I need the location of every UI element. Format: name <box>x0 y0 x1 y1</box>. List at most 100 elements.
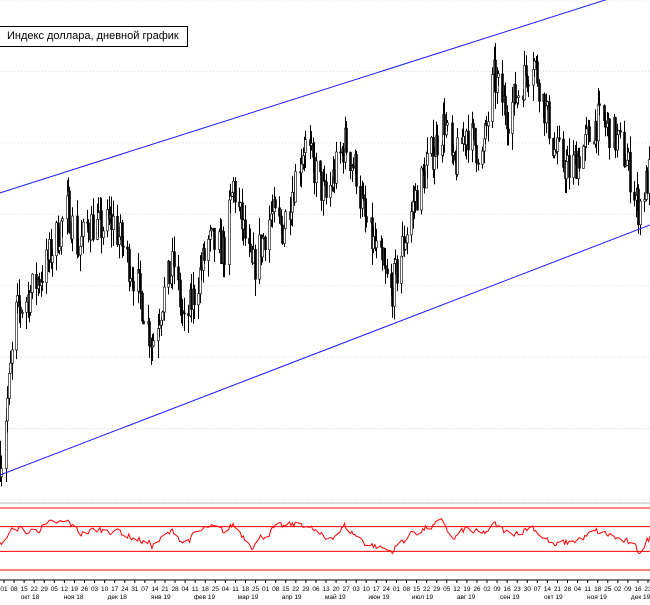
x-tick-label: 01 <box>262 586 270 593</box>
x-month-label: ноя 19 <box>587 594 607 600</box>
candle-body <box>508 129 510 133</box>
x-tick-label: 08 <box>10 586 18 593</box>
candle-body <box>149 322 151 346</box>
x-month-label: дек 18 <box>108 594 128 600</box>
x-tick-label: 15 <box>21 586 29 593</box>
candle-body <box>397 260 399 284</box>
candle-body <box>59 247 61 251</box>
candle-body <box>411 212 413 235</box>
x-tick-label: 25 <box>212 586 220 593</box>
x-tick-label: 23 <box>644 586 650 593</box>
candle-body <box>563 139 565 167</box>
candle-body <box>305 140 307 153</box>
candle-body <box>363 195 365 199</box>
candle-body <box>243 220 245 229</box>
candle-body <box>518 96 520 98</box>
candle-body <box>164 287 166 312</box>
candle-body <box>127 247 129 249</box>
candle-body <box>573 155 575 178</box>
x-tick-label: 08 <box>403 586 411 593</box>
candle-body <box>91 215 93 240</box>
x-tick-label: 29 <box>433 586 441 593</box>
x-tick-label: 30 <box>524 586 532 593</box>
candle-body <box>9 373 11 398</box>
candle-body <box>539 83 541 101</box>
x-tick-label: 19 <box>463 586 471 593</box>
x-tick-label: 26 <box>473 586 481 593</box>
candle-body <box>537 62 539 84</box>
x-tick-label: 01 <box>393 586 401 593</box>
x-month-label: июл 19 <box>412 594 434 600</box>
candle-body <box>120 223 122 237</box>
candle-body <box>557 138 559 152</box>
candle-body <box>599 104 601 106</box>
candle-body <box>142 293 144 321</box>
candle-body <box>476 145 478 162</box>
x-tick-label: 06 <box>312 586 320 593</box>
x-tick-label: 02 <box>483 586 491 593</box>
candle-body <box>387 269 389 274</box>
candle-body <box>382 247 384 259</box>
candle-body <box>245 220 247 239</box>
candle-body <box>172 252 174 276</box>
candle-body <box>488 122 490 126</box>
x-tick-label: 10 <box>363 586 371 593</box>
candle-body <box>366 217 368 223</box>
candle-body <box>316 161 318 183</box>
candle-body <box>336 152 338 183</box>
x-tick-label: 31 <box>131 586 139 593</box>
candle-body <box>346 128 348 152</box>
x-tick-label: 16 <box>634 586 642 593</box>
candle-body <box>123 246 125 247</box>
x-tick-label: 24 <box>383 586 391 593</box>
candle-body <box>498 74 500 78</box>
x-tick-label: 05 <box>51 586 59 593</box>
candle-body <box>81 236 83 246</box>
x-month-label: фев 19 <box>194 594 216 600</box>
x-tick-label: 22 <box>423 586 431 593</box>
channel-line-lower <box>0 225 650 475</box>
candle-body <box>401 256 403 283</box>
candle-body <box>10 363 12 373</box>
candle-body <box>7 398 9 421</box>
x-tick-label: 25 <box>604 586 612 593</box>
candle-body <box>162 312 164 320</box>
candle-body <box>230 196 232 200</box>
x-tick-label: 24 <box>121 586 129 593</box>
candle-body <box>191 290 193 310</box>
candle-body <box>492 75 494 122</box>
candle-body <box>30 293 32 313</box>
candle-body <box>184 313 186 314</box>
candle-body <box>143 321 145 324</box>
oscillator-layer <box>0 508 650 570</box>
x-tick-label: 15 <box>413 586 421 593</box>
candle-body <box>240 203 242 207</box>
x-tick-label: 27 <box>343 586 351 593</box>
candle-body <box>233 181 235 192</box>
x-tick-label: 19 <box>71 586 79 593</box>
candle-body <box>265 237 267 250</box>
candle-body <box>107 209 109 231</box>
candle-body <box>269 220 271 250</box>
x-tick-label: 07 <box>141 586 149 593</box>
candle-body <box>188 313 190 315</box>
candle-body <box>26 302 28 312</box>
chart-title: Индекс доллара, дневной график <box>0 26 188 47</box>
x-month-label: ноя 18 <box>64 594 84 600</box>
x-month-label: янв 19 <box>151 594 171 600</box>
candle-body <box>295 172 297 203</box>
x-tick-label: 17 <box>373 586 381 593</box>
candle-body <box>320 161 322 172</box>
x-month-label: сен 19 <box>500 594 520 600</box>
candle-body <box>133 281 135 291</box>
candle-body <box>117 216 119 244</box>
candle-body <box>52 256 54 263</box>
candle-body <box>301 164 303 173</box>
candle-body <box>482 151 484 164</box>
candle-body <box>505 96 507 115</box>
candle-body <box>159 325 161 328</box>
x-tick-label: 11 <box>192 586 199 593</box>
x-tick-label: 18 <box>202 586 210 593</box>
candle-body <box>20 307 22 313</box>
